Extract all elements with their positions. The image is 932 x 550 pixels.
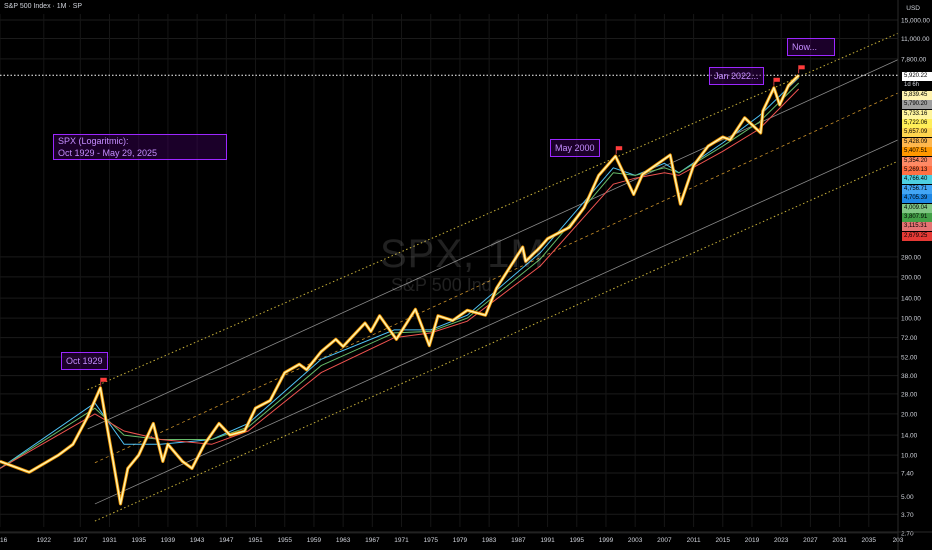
time-tick-label: 2023 <box>774 537 789 544</box>
chart-title: S&P 500 Index · 1M · SP <box>4 3 83 10</box>
price-badge: 5,920.22 <box>902 72 932 81</box>
time-tick-label: 1995 <box>570 537 585 544</box>
time-tick-label: 1939 <box>161 537 176 544</box>
price-badge: 5,428.09 <box>902 137 932 147</box>
time-tick-label: 1975 <box>424 537 439 544</box>
time-tick-label: 1987 <box>511 537 526 544</box>
time-tick-label: 1931 <box>102 537 117 544</box>
channel-line-dotted-yellow-upper <box>87 32 899 391</box>
price-badge: 3,807.91 <box>902 213 932 222</box>
price-badge: 4,009.04 <box>902 203 932 213</box>
flag-icon <box>100 377 107 382</box>
watermark-name: S&P 500 Ind <box>391 275 492 295</box>
time-tick-label: 2031 <box>832 537 847 544</box>
time-tick-label: 2003 <box>628 537 643 544</box>
price-tick-label: 72.00 <box>901 335 918 342</box>
time-tick-label: 1999 <box>599 537 614 544</box>
price-tick-label: 20.00 <box>901 411 918 418</box>
time-tick-label: 1963 <box>336 537 351 544</box>
time-tick-label: 2007 <box>657 537 672 544</box>
annotation-now[interactable]: Now... <box>787 38 835 56</box>
annotation-jan-2022[interactable]: Jan 2022... <box>709 67 764 85</box>
price-badge: 3,115.31 <box>902 222 932 232</box>
price-tick-label: 28.00 <box>901 391 918 398</box>
price-tick-label: 38.00 <box>901 373 918 380</box>
price-badge: 5,407.51 <box>902 147 932 157</box>
price-tick-label: 200.00 <box>901 274 921 281</box>
time-tick-label: 1991 <box>540 537 555 544</box>
time-tick-label: 2015 <box>716 537 731 544</box>
moving-average-line <box>0 88 800 469</box>
time-tick-label: 1943 <box>190 537 205 544</box>
time-tick-label: 1916 <box>0 537 8 544</box>
price-badge: 5,354.20 <box>902 156 932 166</box>
time-tick-label: 1959 <box>307 537 322 544</box>
price-tick-label: 2.70 <box>901 531 914 538</box>
price-badge: 5,657.09 <box>902 128 932 138</box>
flag-icon <box>616 146 623 151</box>
annotation-may-2000[interactable]: May 2000 <box>550 139 600 157</box>
price-tick-label: 140.00 <box>901 296 921 303</box>
price-tick-label: 10.00 <box>901 453 918 460</box>
price-tick-label: 52.00 <box>901 355 918 362</box>
price-tick-label: 3.70 <box>901 512 914 519</box>
time-tick-label: 1955 <box>277 537 292 544</box>
price-badge: 4,705.39 <box>902 194 932 204</box>
price-tick-label: 15,000.00 <box>901 18 930 25</box>
time-tick-label: 2027 <box>803 537 818 544</box>
time-tick-label: 1971 <box>394 537 409 544</box>
price-tick-label: 14.00 <box>901 433 918 440</box>
annotation-range-line1: SPX (Logaritmic): <box>58 136 129 146</box>
annotation-range-line2: Oct 1929 - May 29, 2025 <box>58 148 158 158</box>
time-tick-label: 1983 <box>482 537 497 544</box>
channel-line-dotted-yellow-lower <box>94 160 899 522</box>
time-tick-label: 2035 <box>862 537 877 544</box>
time-tick-label: 1967 <box>365 537 380 544</box>
price-badge: 1d 6h <box>904 82 920 89</box>
price-badge: 5,733.16 <box>902 109 932 119</box>
price-badge: 5,839.45 <box>902 90 932 100</box>
price-tick-label: 5.00 <box>901 494 914 501</box>
annotation-oct-1929[interactable]: Oct 1929 <box>61 352 108 370</box>
price-badge: 5,269.13 <box>902 166 932 175</box>
annotation-range[interactable]: SPX (Logaritmic): Oct 1929 - May 29, 202… <box>53 134 227 160</box>
price-badge: 5,790.20 <box>902 100 932 110</box>
price-badge: 2,679.25 <box>902 231 932 241</box>
currency-label: USD <box>906 5 920 12</box>
price-tick-label: 7.40 <box>901 471 914 478</box>
price-tick-label: 7,800.00 <box>901 56 927 63</box>
price-tick-label: 11,000.00 <box>901 36 930 43</box>
time-tick-label: 1979 <box>453 537 468 544</box>
flag-icon <box>773 77 780 82</box>
flag-icon <box>798 65 805 70</box>
time-tick-label: 2011 <box>687 537 701 544</box>
moving-average-line <box>0 82 800 469</box>
time-tick-label: 1947 <box>219 537 234 544</box>
price-tick-label: 100.00 <box>901 316 921 323</box>
price-tick-label: 280.00 <box>901 254 921 261</box>
price-badge: 4,766.40 <box>902 175 932 185</box>
price-badge: 5,722.06 <box>902 119 932 128</box>
watermark-symbol: SPX, 1M <box>380 232 545 276</box>
time-tick-label: 1927 <box>73 537 88 544</box>
price-series-line <box>0 75 799 505</box>
time-tick-label: 1951 <box>248 537 263 544</box>
time-tick-label: 1935 <box>131 537 146 544</box>
price-badge: 4,756.71 <box>902 184 932 194</box>
channel-line-solid-gray-lower <box>94 139 899 505</box>
time-tick-label: 2019 <box>745 537 760 544</box>
time-tick-label: 1922 <box>37 537 52 544</box>
